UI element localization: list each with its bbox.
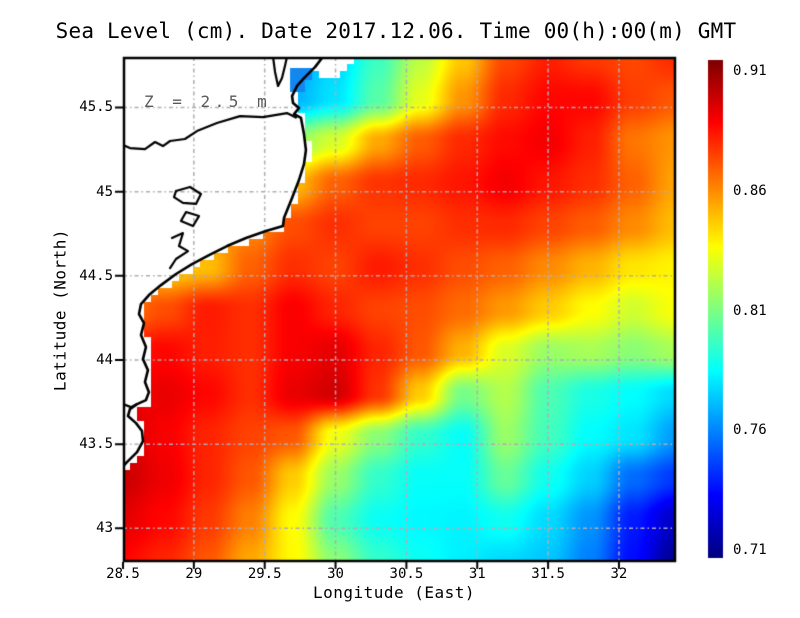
x-tick-label: 31.5 (531, 566, 565, 582)
colorbar-tick-label: 0.81 (733, 302, 767, 319)
y-tick-label: 44.5 (79, 267, 113, 284)
y-tick-label: 44 (96, 351, 113, 368)
y-tick-label: 43.5 (79, 436, 113, 453)
y-tick-label: 45 (96, 183, 113, 200)
x-tick-label: 29 (185, 566, 203, 582)
x-tick-label: 30 (327, 566, 344, 582)
y-tick-label: 43 (96, 520, 113, 537)
colorbar-tick-label: 0.91 (733, 63, 767, 79)
x-tick-label: 29.5 (247, 566, 282, 582)
chart-title: Sea Level (cm). Date 2017.12.06. Time 00… (55, 19, 737, 43)
x-axis-label: Longitude (East) (312, 583, 476, 602)
x-tick-label: 32 (610, 566, 628, 582)
colorbar-tick-label: 0.76 (733, 422, 767, 439)
x-tick-label: 30.5 (389, 566, 424, 582)
colorbar-tick-label: 0.71 (733, 542, 767, 558)
y-tick-label: 45.5 (79, 99, 113, 116)
colorbar-tick-label: 0.86 (733, 182, 767, 199)
x-tick-label: 31 (468, 566, 486, 582)
x-tick-label: 28.5 (106, 566, 140, 582)
depth-annotation: Z = 2.5 m (144, 92, 272, 111)
